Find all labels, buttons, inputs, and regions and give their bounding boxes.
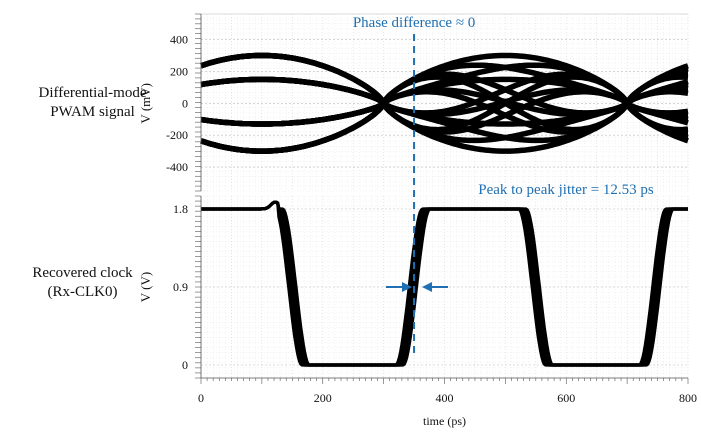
x-axis-label: time (ps) [423,414,466,428]
x-tick-label: 600 [557,391,575,405]
x-tick-label: 400 [436,391,454,405]
bottom-signal-label-line2: (Rx-CLK0) [47,284,118,300]
top-signal-label: Differential-mode PWAM signal [0,84,185,122]
jitter-arrow-right-head [422,282,432,292]
bottom-y-tick-label: 1.8 [173,202,188,216]
top-y-tick-label: -200 [166,128,188,142]
annotation-layer: Phase difference ≈ 0 Peak to peak jitter … [353,15,654,355]
bottom-y-tick-label: 0.9 [173,280,188,294]
top-y-tick-label: 400 [170,33,188,47]
clock-trace [200,200,689,367]
phase-annotation: Phase difference ≈ 0 [353,15,476,31]
label-layer: -400 -200 0 200 400 0 0.9 1.8 0 200 400 600 800 V (mV… [138,33,697,428]
bottom-y-tick-label: 0 [182,358,188,372]
top-y-tick-label: -400 [166,160,188,174]
bottom-signal-label: Recovered clock (Rx-CLK0) [0,264,175,302]
bottom-y-axis-label: V (V) [138,272,153,302]
top-y-axis-label: V (mV) [138,83,153,124]
axis-layer [195,13,689,384]
jitter-annotation: Peak to peak jitter = 12.53 ps [478,182,654,198]
x-tick-label: 800 [679,391,697,405]
bottom-signal-label-line1: Recovered clock [32,265,133,281]
trace-layer [200,52,689,367]
top-y-tick-label: 0 [182,96,188,110]
top-signal-label-line1: Differential-mode [38,85,147,101]
top-signal-label-line2: PWAM signal [50,104,135,120]
top-y-tick-label: 200 [170,64,188,78]
x-tick-label: 200 [314,391,332,405]
jitter-arrow-left-head [402,282,412,292]
x-tick-label: 0 [198,391,204,405]
eye-trace [200,100,689,154]
